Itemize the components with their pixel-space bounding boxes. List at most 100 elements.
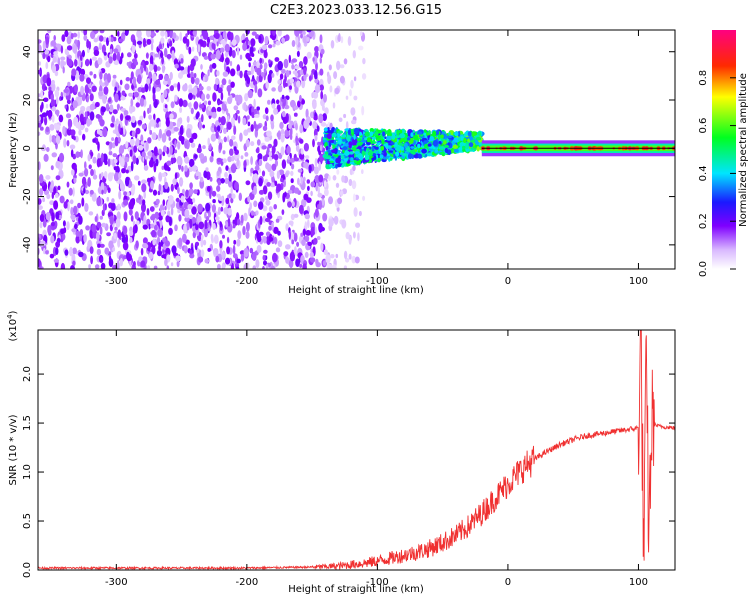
heatmap-cell: [84, 161, 87, 170]
heatmap-cell: [394, 141, 398, 147]
heatmap-cell: [158, 183, 162, 192]
heatmap-cell: [454, 148, 459, 153]
heatmap-cell: [108, 35, 112, 43]
heatmap-cell: [158, 128, 162, 139]
heatmap-cell: [148, 63, 154, 71]
heatmap-cell: [108, 150, 113, 156]
heatmap-cell: [233, 239, 237, 245]
heatmap-cell: [207, 69, 210, 77]
heatmap-cell: [318, 174, 324, 183]
heatmap-cell: [54, 89, 60, 98]
heatmap-cell: [266, 182, 271, 187]
heatmap-cell: [189, 253, 195, 259]
heatmap-cell: [438, 134, 441, 140]
heatmap-cell: [59, 195, 65, 204]
heatmap-cell: [284, 129, 290, 138]
heatmap-cell: [136, 30, 142, 39]
heatmap-cell: [265, 199, 271, 206]
heatmap-cell: [340, 155, 345, 160]
heatmap-cell: [457, 138, 461, 142]
heatmap-cell: [245, 30, 250, 35]
heatmap-cell: [72, 44, 78, 54]
heatmap-cell: [187, 30, 190, 35]
heatmap-cell: [150, 32, 157, 37]
heatmap-cell: [291, 201, 295, 207]
heatmap-cell: [345, 121, 349, 130]
heatmap-cell: [206, 86, 212, 91]
heatmap-cell: [273, 138, 278, 148]
heatmap-cell: [211, 123, 215, 128]
heatmap-cell: [354, 159, 357, 164]
heatmap-cell: [169, 145, 173, 155]
heatmap-cell: [186, 128, 192, 139]
heatmap-cell: [74, 135, 79, 143]
heatmap-cell: [318, 200, 323, 210]
heatmap-cell: [62, 233, 66, 241]
heatmap-cell: [396, 129, 400, 136]
heatmap-cell: [258, 201, 264, 210]
heatmap-cell: [266, 212, 272, 219]
heatmap-cell: [134, 175, 140, 181]
heatmap-cell: [264, 136, 270, 142]
heatmap-cell: [189, 182, 193, 190]
heatmap-cell: [287, 201, 292, 208]
heatmap-cell: [137, 120, 143, 125]
heatmap-cell: [306, 51, 312, 59]
heatmap-cell: [258, 231, 264, 236]
heatmap-cell: [280, 128, 285, 135]
heatmap-cell: [300, 176, 303, 185]
heatmap-cell: [142, 224, 148, 230]
heatmap-cell: [476, 146, 480, 152]
heatmap-cell: [63, 88, 69, 93]
heatmap-cell: [318, 113, 324, 124]
heatmap-cell: [308, 164, 312, 174]
heatmap-cell: [86, 77, 91, 84]
heatmap-cell: [71, 228, 77, 233]
heatmap-cell: [348, 178, 353, 187]
heatmap-cell: [81, 50, 86, 57]
heatmap-cell: [78, 129, 82, 136]
heatmap-cell: [231, 50, 236, 59]
heatmap-cell: [313, 116, 318, 121]
heatmap-cell: [55, 241, 60, 248]
heatmap-cell: [42, 74, 48, 84]
heatmap-cell: [326, 133, 332, 140]
heatmap-cell: [312, 138, 315, 148]
heatmap-cell: [133, 91, 139, 98]
heatmap-cell: [63, 201, 68, 209]
heatmap-cell: [141, 179, 147, 184]
heatmap-cell: [93, 73, 97, 79]
heatmap-cell: [41, 112, 48, 118]
heatmap-cell: [84, 168, 89, 177]
heatmap-cell: [220, 206, 224, 212]
snr-x-label: Height of straight line (km): [288, 584, 424, 595]
heatmap-cell: [230, 186, 233, 195]
heatmap-cell: [203, 100, 208, 106]
heatmap-cell: [332, 102, 336, 109]
heatmap-cell: [88, 89, 92, 95]
heatmap-cell: [219, 221, 222, 228]
heatmap-cell: [175, 255, 181, 262]
heatmap-cell: [121, 168, 126, 174]
heatmap-cell: [171, 245, 177, 254]
heatmap-cell: [300, 232, 304, 237]
heatmap-cell: [247, 195, 251, 203]
heatmap-cell: [380, 145, 385, 151]
heatmap-cell: [182, 84, 188, 92]
heatmap-cell: [40, 240, 46, 247]
heatmap-cell: [108, 56, 113, 64]
heatmap-cell: [452, 144, 458, 149]
heatmap-cell: [375, 135, 381, 139]
heatmap-cell: [315, 181, 319, 192]
heatmap-cell: [324, 188, 329, 197]
heatmap-cell: [231, 135, 236, 141]
heatmap-cell: [251, 53, 255, 57]
heatmap-cell: [239, 132, 243, 142]
heatmap-cell: [246, 76, 251, 85]
heatmap-cell: [211, 42, 215, 50]
heatmap-cell: [276, 183, 282, 192]
heatmap-cell: [240, 253, 245, 262]
heatmap-cell: [151, 229, 157, 238]
heatmap-cell: [230, 68, 236, 77]
heatmap-cell: [342, 149, 345, 154]
